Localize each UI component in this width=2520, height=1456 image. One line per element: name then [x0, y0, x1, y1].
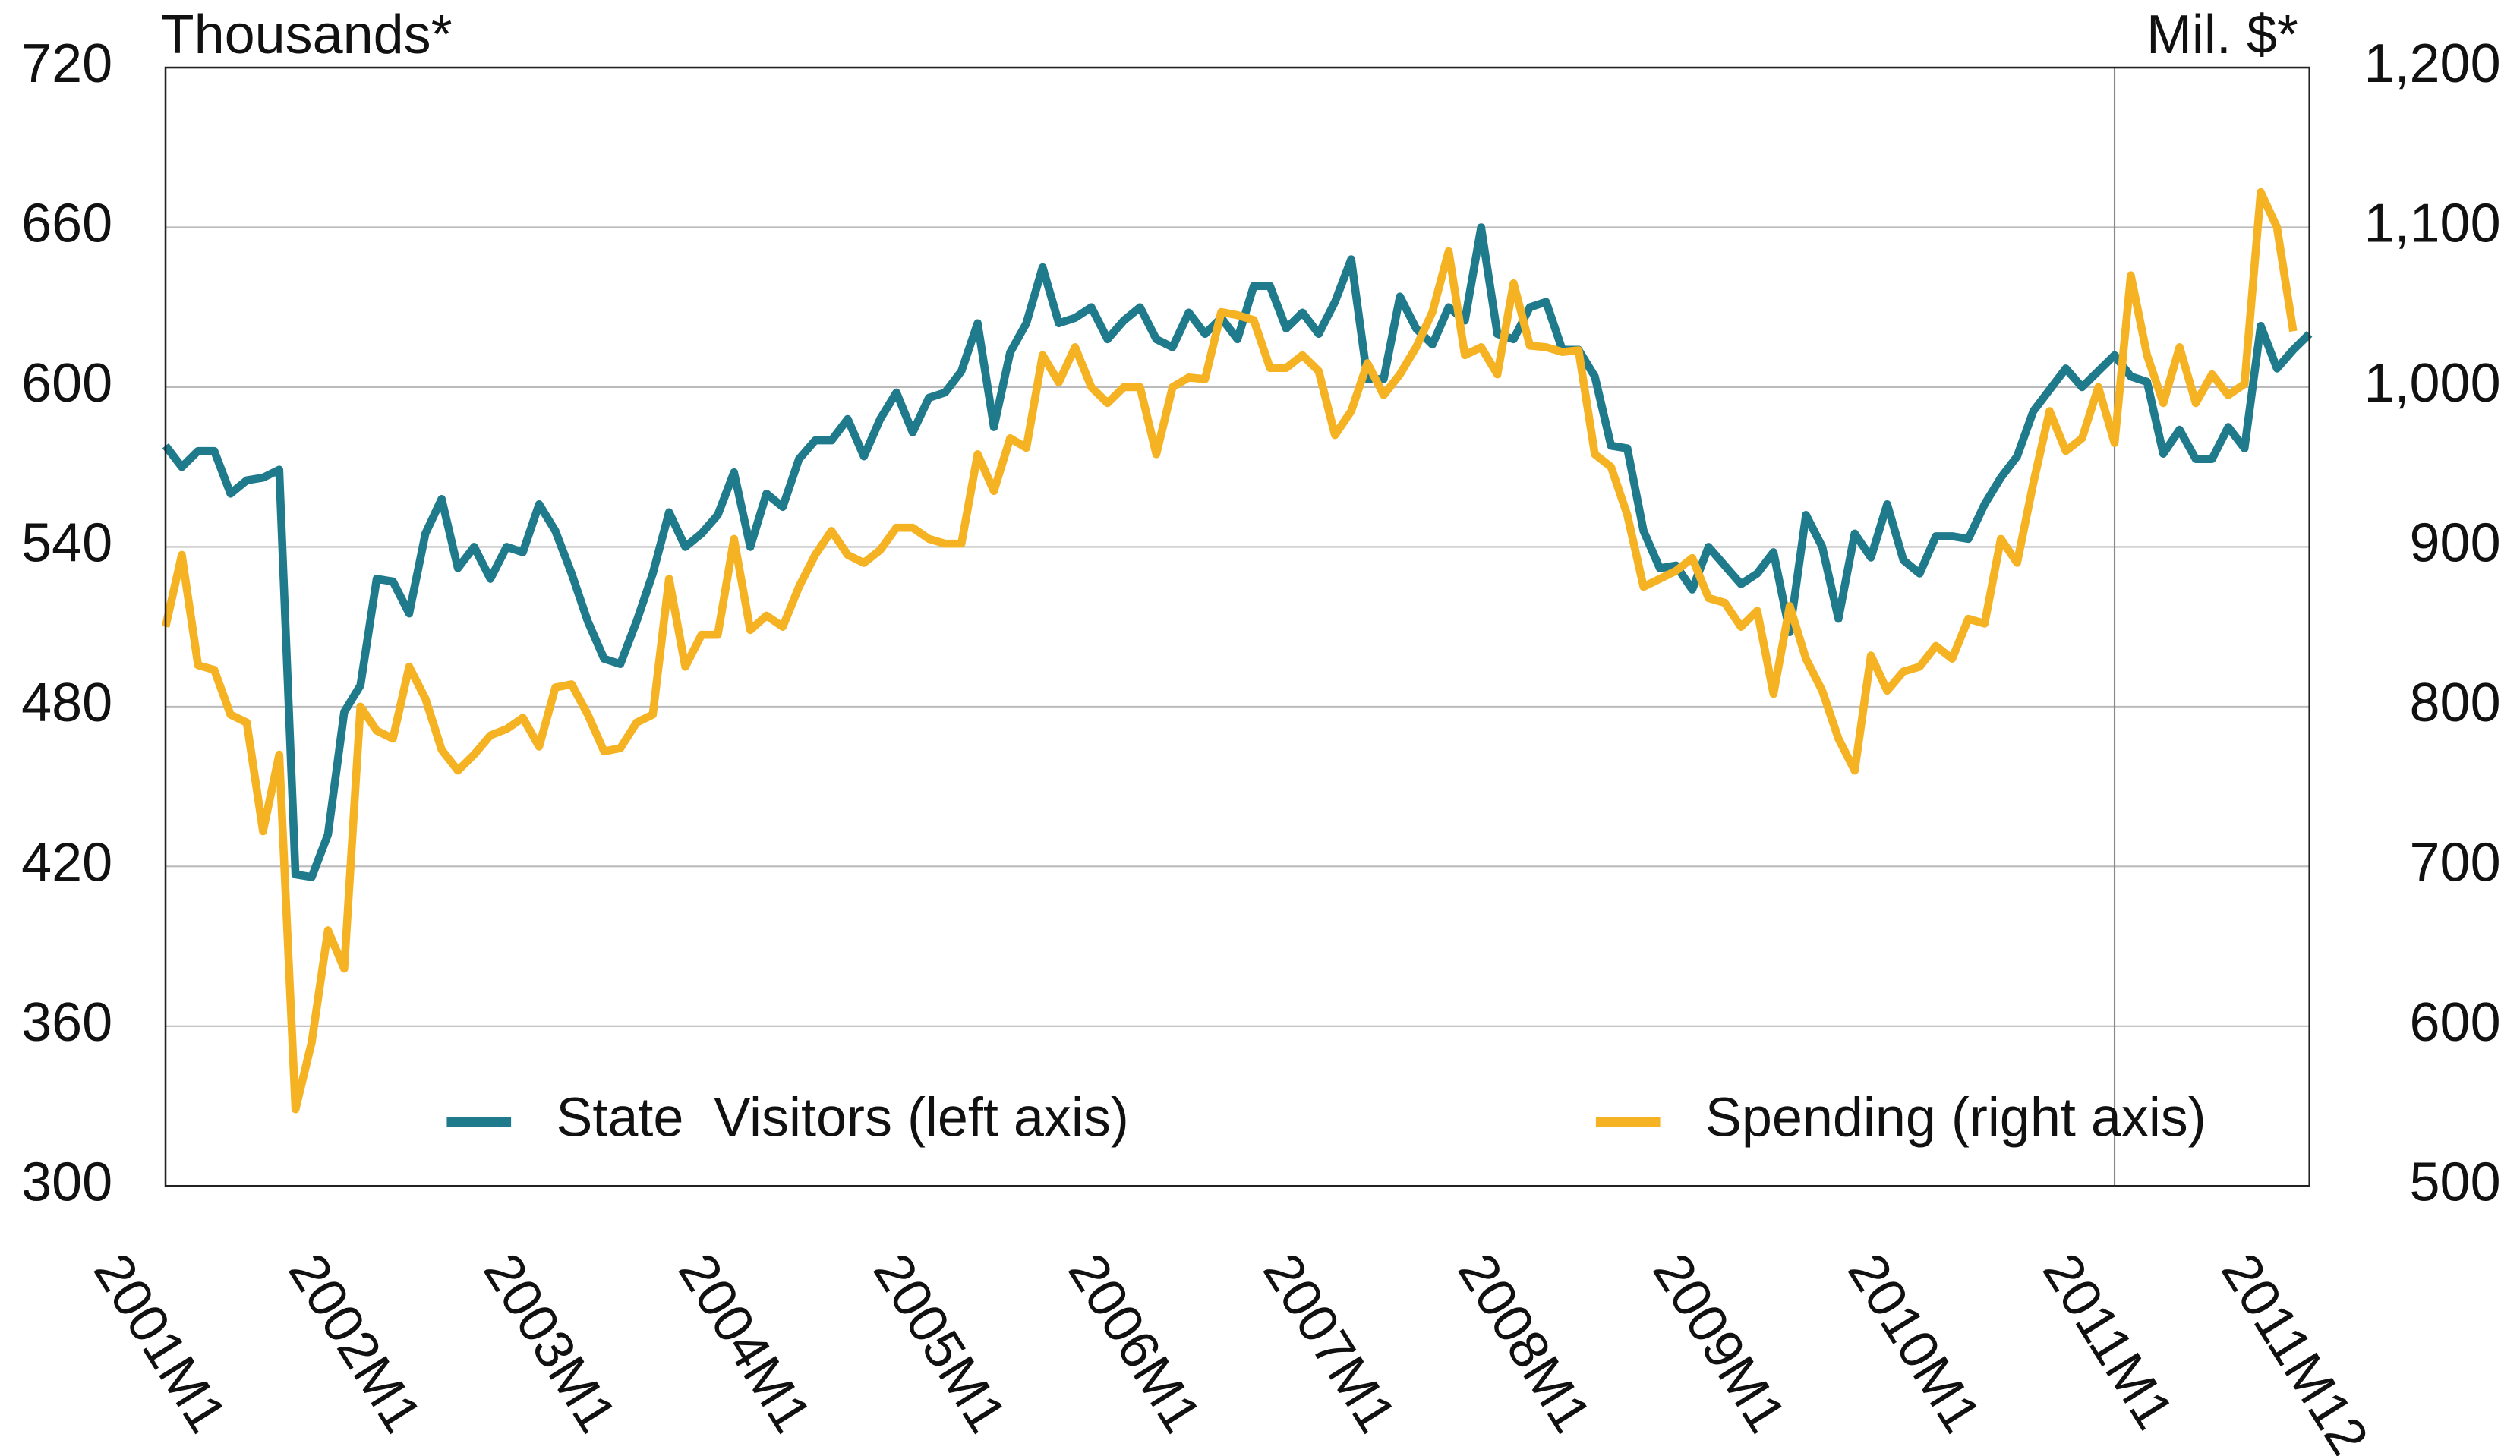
x-tick-label: 2011M1 — [2031, 1243, 2185, 1439]
y2-tick-label: 1,200 — [2364, 33, 2501, 94]
y2-tick-label: 1,000 — [2364, 353, 2501, 414]
x-tick-label: 2008M1 — [1446, 1243, 1603, 1443]
y2-tick-label: 600 — [2410, 992, 2501, 1053]
y-tick-label: 600 — [21, 353, 112, 414]
x-tick-label: 2003M1 — [472, 1243, 628, 1443]
x-tick-label: 2009M1 — [1641, 1243, 1797, 1443]
series-line — [161, 188, 2298, 1114]
y2-tick-label: 500 — [2410, 1152, 2501, 1212]
y2-tick-label: 700 — [2410, 832, 2501, 893]
x-tick-label: 2007M1 — [1251, 1243, 1408, 1443]
x-tick-label: 2001M1 — [82, 1243, 238, 1443]
y-tick-label: 420 — [21, 832, 112, 893]
legend-label: State Visitors (left axis) — [556, 1088, 1128, 1149]
y-tick-label: 720 — [21, 33, 112, 94]
y-tick-label: 540 — [21, 512, 112, 573]
plot-frame — [164, 66, 2310, 1187]
x-tick-label: 2006M1 — [1056, 1243, 1213, 1443]
y2-axis-label: Mil. $* — [2146, 5, 2298, 65]
y-tick-label: 300 — [21, 1152, 112, 1212]
y2-tick-label: 1,100 — [2364, 194, 2501, 254]
series-line — [162, 223, 2313, 881]
y-tick-label: 360 — [21, 992, 112, 1053]
x-tick-label: 2010M1 — [1836, 1243, 1992, 1443]
y2-tick-label: 800 — [2410, 673, 2501, 733]
y-tick-label: 480 — [21, 673, 112, 733]
x-tick-label: 2005M1 — [862, 1243, 1018, 1443]
x-tick-label: 2004M1 — [667, 1243, 823, 1443]
y-tick-label: 660 — [21, 194, 112, 254]
legend-label: Spending (right axis) — [1705, 1088, 2206, 1149]
x-tick-label: 2011M12 — [2209, 1243, 2380, 1456]
x-tick-label: 2002M1 — [277, 1243, 434, 1443]
y-axis-label: Thousands* — [161, 5, 453, 65]
y2-tick-label: 900 — [2410, 512, 2501, 573]
